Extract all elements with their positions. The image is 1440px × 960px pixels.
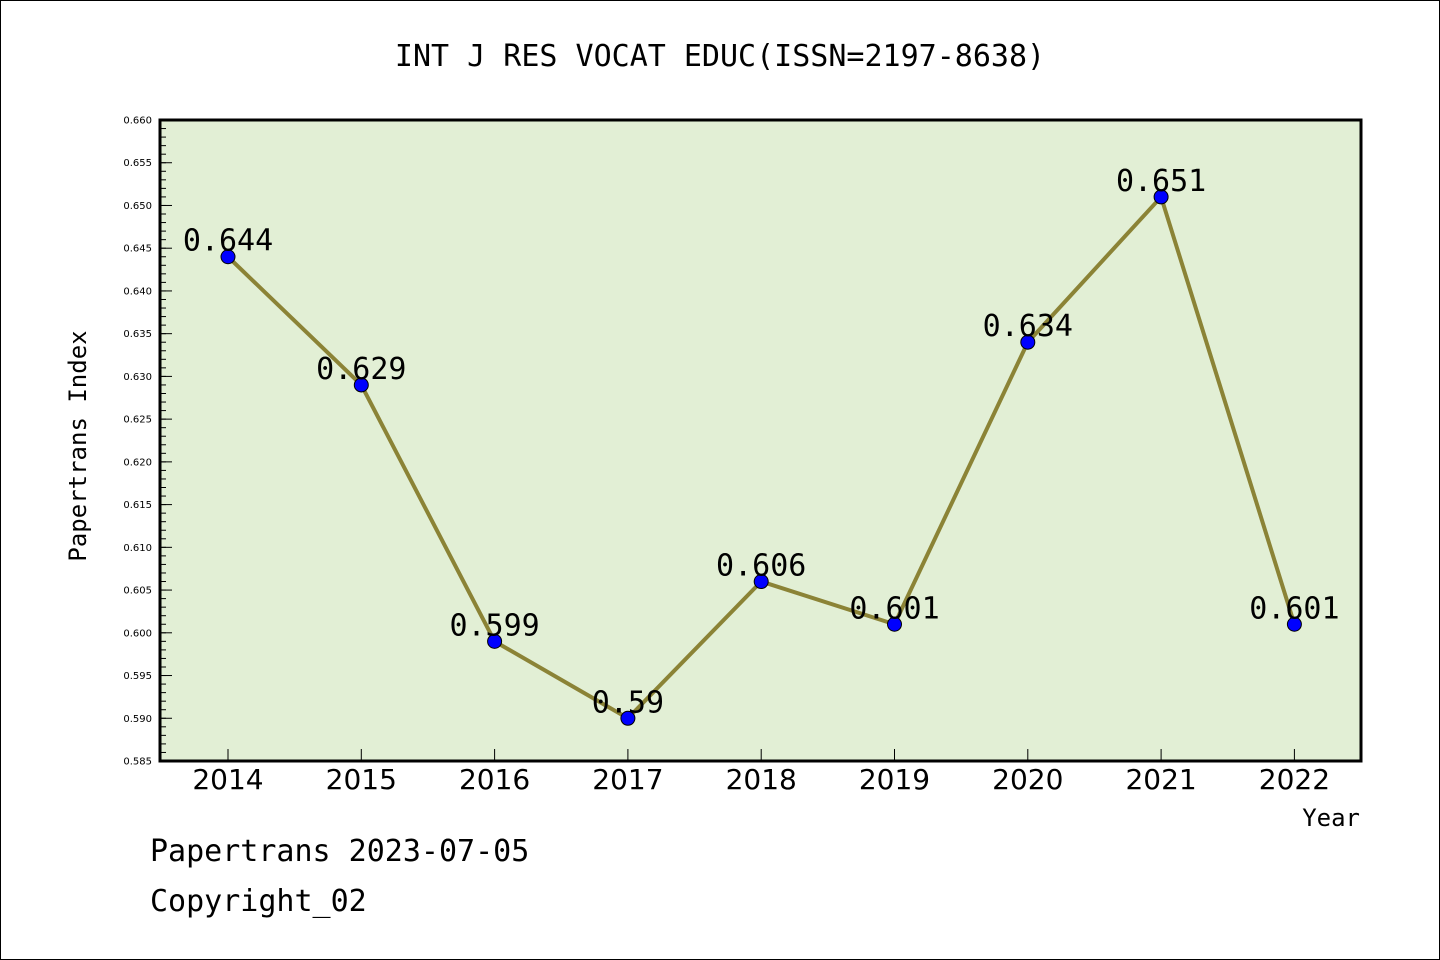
y-tick-label: 0.625: [123, 415, 152, 426]
data-label: 0.601: [1249, 591, 1339, 626]
y-tick-label: 0.600: [123, 628, 152, 639]
y-tick-label: 0.645: [123, 244, 152, 255]
footer-date-line: Papertrans 2023-07-05: [150, 834, 530, 869]
plot-area: [160, 120, 1361, 761]
data-point: [887, 616, 902, 632]
data-label: 0.629: [316, 352, 406, 387]
plot-border: [158, 118, 1363, 763]
y-axis-label: Papertrans Index: [64, 330, 92, 561]
data-label: 0.601: [849, 591, 939, 626]
x-tick-label: 2020: [992, 763, 1063, 796]
x-tick-label: 2019: [859, 763, 930, 796]
data-point: [620, 710, 636, 726]
x-axis-label: Year: [1302, 804, 1360, 832]
data-label: 0.644: [183, 224, 273, 259]
data-markers: [220, 189, 1302, 726]
y-tick-label: 0.615: [123, 500, 152, 511]
x-tick-label: 2014: [192, 763, 263, 796]
data-point: [1153, 189, 1169, 205]
data-labels: 0.644 0.629 0.599 0.59 0.606 0.601 0.634 0.651 0…: [183, 164, 1340, 720]
y-tick-label: 0.610: [123, 543, 152, 554]
data-point: [353, 377, 369, 393]
y-tick-label: 0.635: [123, 329, 152, 340]
data-point: [753, 574, 769, 590]
x-tick-label: 2016: [459, 763, 530, 796]
y-tick-label: 0.585: [123, 757, 152, 768]
data-label: 0.606: [716, 549, 806, 584]
x-tick-label: 2017: [592, 763, 663, 796]
y-tick-label: 0.605: [123, 586, 152, 597]
footer-copyright: Copyright_02: [150, 884, 367, 919]
y-tick-label: 0.595: [123, 671, 152, 682]
x-tick-label: 2018: [726, 763, 797, 796]
y-tick-label: 0.630: [123, 372, 152, 383]
y-tick-label: 0.660: [123, 116, 152, 127]
data-label: 0.634: [983, 309, 1073, 344]
y-axis: 0.585 0.590 0.595 0.600 0.605 0.610 0.615 0.620…: [123, 116, 172, 768]
x-tick-label: 2022: [1259, 763, 1330, 796]
x-tick-label: 2015: [326, 763, 397, 796]
x-tick-label: 2021: [1125, 763, 1196, 796]
data-point: [487, 633, 503, 649]
data-point: [1020, 334, 1036, 350]
data-point: [220, 249, 236, 265]
chart-title: INT J RES VOCAT EDUC(ISSN=2197-8638): [395, 39, 1045, 74]
y-tick-label: 0.640: [123, 286, 152, 297]
y-tick-label: 0.655: [123, 158, 152, 169]
y-tick-label: 0.650: [123, 201, 152, 212]
data-label: 0.651: [1116, 164, 1206, 199]
data-label: 0.599: [449, 608, 539, 643]
data-label: 0.59: [592, 685, 664, 720]
y-tick-label: 0.620: [123, 457, 152, 468]
data-point: [1286, 616, 1302, 632]
y-tick-label: 0.590: [123, 714, 152, 725]
x-axis: 2014 2015 2016 2017 2018 2019 2020 2021 2022: [192, 749, 1330, 796]
